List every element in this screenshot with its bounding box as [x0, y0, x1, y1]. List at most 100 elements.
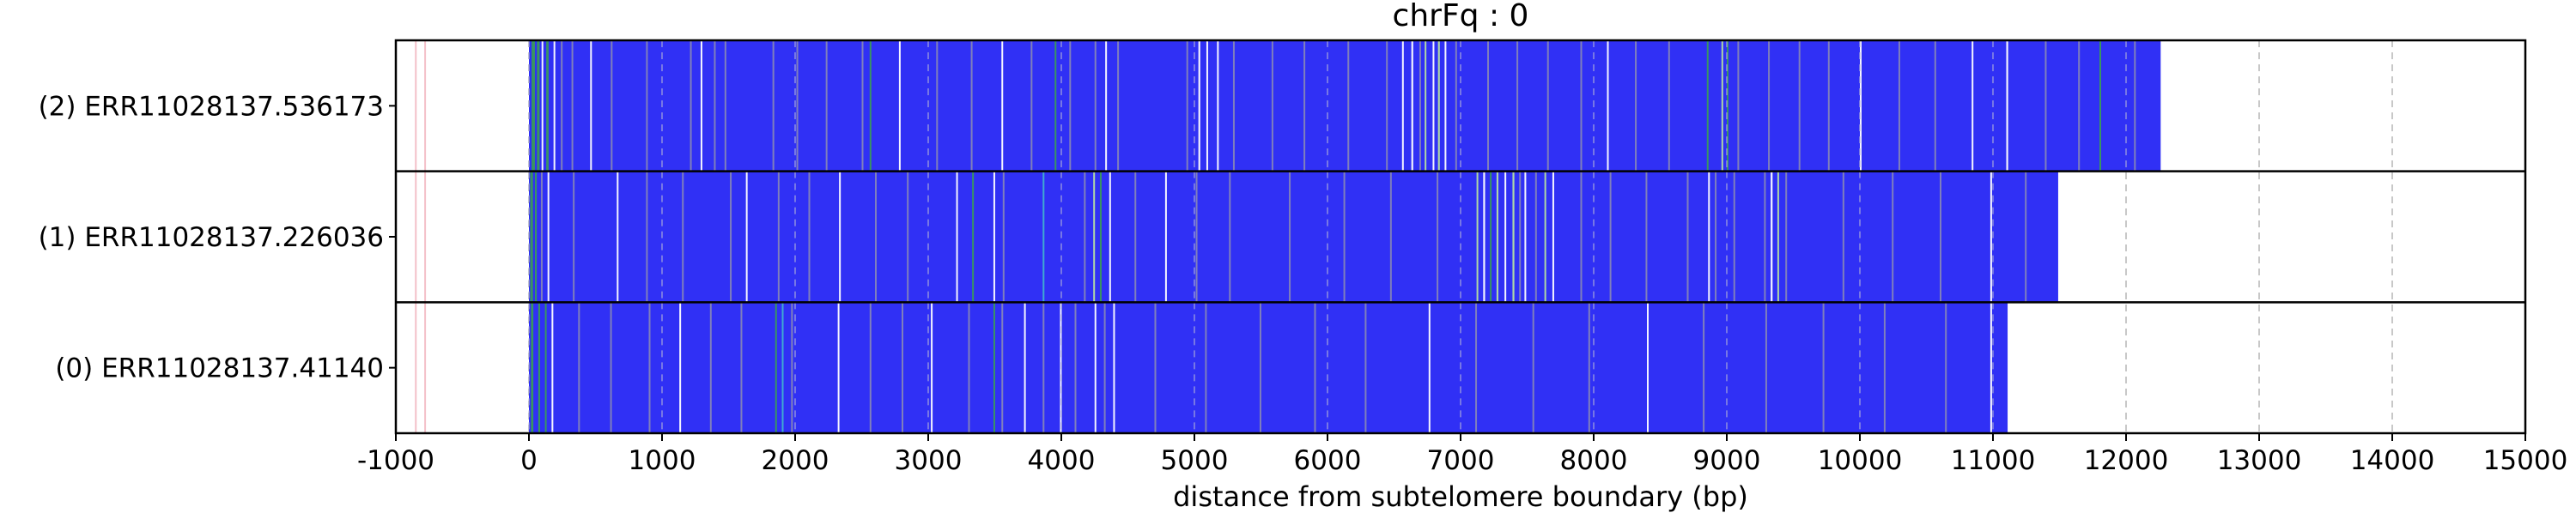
- read-mark-gray: [1186, 40, 1188, 172]
- read-mark-gray: [571, 40, 574, 172]
- read-mark-gray: [1580, 40, 1583, 172]
- read-mark-white: [551, 302, 554, 433]
- read-mark-gray: [970, 40, 973, 172]
- read-mark-gray: [1134, 171, 1137, 303]
- read-mark-gray: [1314, 302, 1316, 433]
- read-mark-gray: [714, 40, 716, 172]
- read-mark-white: [931, 302, 933, 433]
- read-mark-gray: [1645, 171, 1648, 303]
- read-mark-white: [1105, 40, 1108, 172]
- read-mark-gray: [1519, 171, 1522, 303]
- x-tick-label: 1000: [629, 445, 696, 476]
- read-mark-gray: [1002, 171, 1005, 303]
- read-mark-gray: [1822, 302, 1825, 433]
- read-mark-green: [993, 302, 995, 433]
- read-mark-gray: [682, 171, 684, 303]
- read-mark-gray: [1768, 40, 1771, 172]
- read-mark-gray: [1343, 171, 1346, 303]
- read-mark-green: [869, 40, 872, 172]
- read-mark-light_green: [1093, 171, 1096, 303]
- read-mark-gray: [902, 302, 903, 433]
- read-mark-green: [972, 171, 975, 303]
- read-mark-gray: [1205, 302, 1207, 433]
- read-mark-white: [617, 171, 619, 303]
- read-mark-white: [1094, 302, 1097, 433]
- read-mark-gray: [1475, 302, 1478, 433]
- read-mark-gray: [730, 171, 732, 303]
- read-mark-gray: [1546, 40, 1549, 172]
- x-tick-label: 3000: [895, 445, 963, 476]
- read-mark-white: [956, 171, 958, 303]
- read-mark-gray: [1827, 40, 1830, 172]
- x-tick-label: 0: [520, 445, 538, 476]
- read-mark-gray: [1609, 171, 1612, 303]
- x-tick-label: 15000: [2483, 445, 2568, 476]
- read-mark-gray: [1532, 302, 1534, 433]
- read-mark-white: [679, 302, 682, 433]
- read-mark-gray: [907, 171, 909, 303]
- read-mark-light_green: [1425, 40, 1427, 172]
- x-tick-label: 5000: [1161, 445, 1229, 476]
- read-mark-white: [1164, 171, 1167, 303]
- read-mark-gray: [1303, 40, 1306, 172]
- read-mark-gray: [1842, 171, 1844, 303]
- read-mark-gray: [1364, 302, 1367, 433]
- read-mark-white: [1444, 40, 1447, 172]
- read-mark-gray: [646, 40, 648, 172]
- x-tick-label: 8000: [1560, 445, 1628, 476]
- read-mark-gray: [540, 171, 543, 303]
- read-mark-white: [590, 40, 592, 172]
- read-mark-green: [531, 302, 534, 433]
- read-mark-white: [745, 171, 748, 303]
- read-mark-gray: [1940, 171, 1941, 303]
- read-mark-gray: [1785, 171, 1788, 303]
- read-mark-light_green: [1721, 40, 1723, 172]
- read-mark-white: [1411, 40, 1413, 172]
- read-mark-gray: [1934, 40, 1936, 172]
- read-mark-white: [541, 40, 544, 172]
- read-mark-gray: [1084, 171, 1086, 303]
- read-mark-gray: [1229, 171, 1231, 303]
- read-mark-white: [1024, 302, 1026, 433]
- read-mark-gray: [1103, 302, 1106, 433]
- read-mark-white: [553, 40, 556, 172]
- read-mark-white: [547, 171, 550, 303]
- read-mark-white: [1860, 40, 1862, 172]
- read-mark-white: [1971, 40, 1974, 172]
- read-mark-white: [1483, 171, 1485, 303]
- read-mark-gray: [1534, 171, 1537, 303]
- read-mark-gray: [777, 171, 780, 303]
- read-mark-white: [1647, 302, 1649, 433]
- read-mark-gray: [1437, 171, 1439, 303]
- read-mark-gray: [611, 40, 613, 172]
- read-mark-white: [1771, 171, 1773, 303]
- read-mark-white: [1990, 302, 1992, 433]
- read-mark-gray: [648, 302, 651, 433]
- read-bar: [529, 302, 2008, 433]
- read-mark-white: [2006, 40, 2008, 172]
- read-mark-light_green: [1437, 40, 1440, 172]
- read-mark-gray: [1386, 40, 1388, 172]
- read-mark-gray: [2044, 40, 2047, 172]
- read-mark-gray: [1883, 302, 1886, 433]
- read-mark-gray: [861, 40, 864, 172]
- read-mark-gray: [1232, 40, 1235, 172]
- read-bar: [529, 171, 2058, 303]
- read-mark-green: [1706, 40, 1709, 172]
- x-axis: -1000 0 1000 2000 3000 4000 5000 6000 7000 8000 90…: [357, 433, 2567, 476]
- read-mark-green: [544, 302, 547, 433]
- read-row: [528, 171, 2058, 303]
- read-mark-gray: [1154, 302, 1157, 433]
- read-mark-white: [1206, 40, 1208, 172]
- read-mark-gray: [2134, 40, 2136, 172]
- read-mark-gray: [1737, 40, 1740, 172]
- read-mark-gray: [1001, 302, 1004, 433]
- x-tick-label: 13000: [2217, 445, 2302, 476]
- read-mark-gray: [808, 171, 811, 303]
- read-mark-gray: [1042, 302, 1045, 433]
- read-mark-green: [2099, 40, 2101, 172]
- read-mark-gray: [1389, 171, 1392, 303]
- read-mark-light_green: [1544, 171, 1546, 303]
